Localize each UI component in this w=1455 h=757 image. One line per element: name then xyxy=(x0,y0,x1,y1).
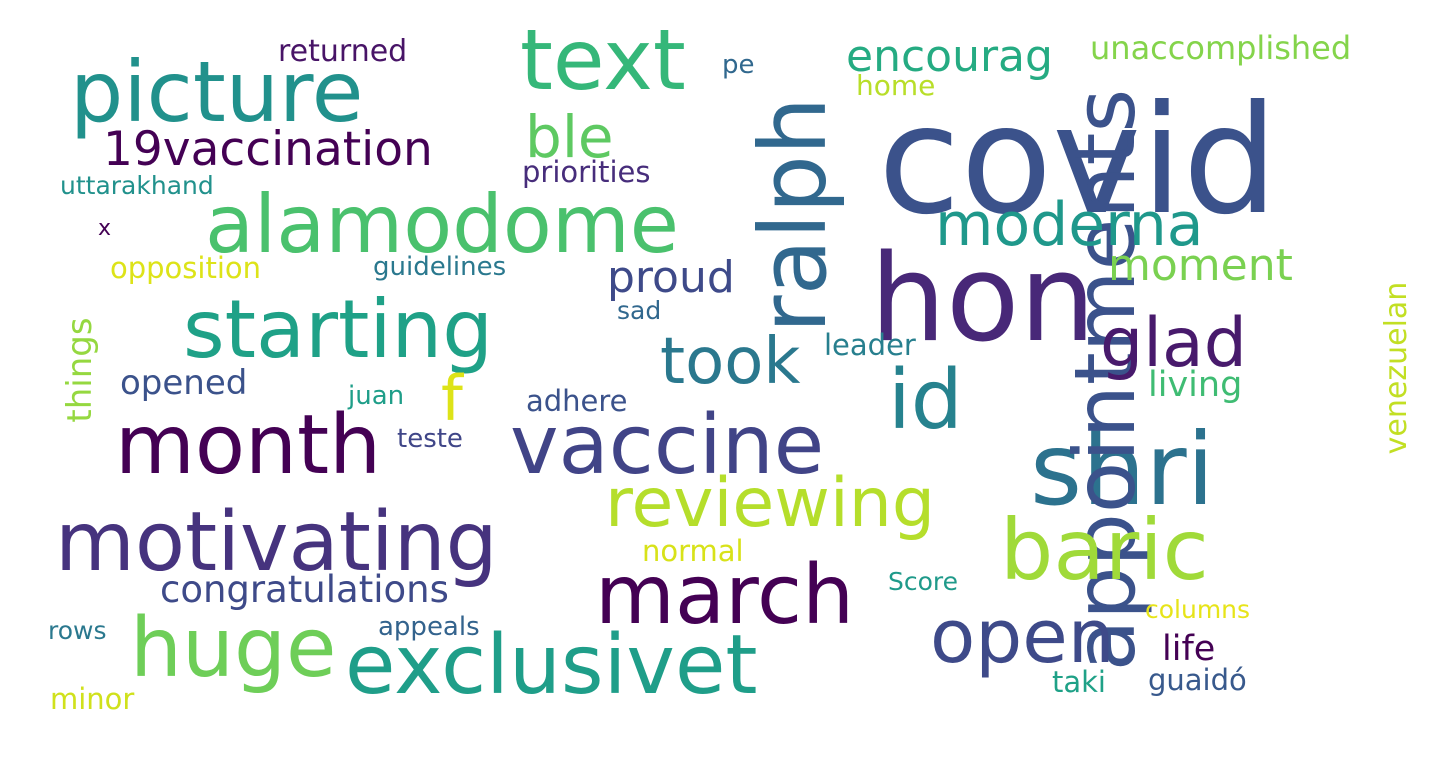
word-encourag: encourag xyxy=(846,31,1053,82)
word-venezuelan: venezuelan xyxy=(1379,281,1414,455)
word-guidelines: guidelines xyxy=(373,252,507,282)
word-picture: picture xyxy=(70,43,364,141)
word-unaccomplished: unaccomplished xyxy=(1090,29,1352,67)
word-guaido: guaidó xyxy=(1148,663,1247,697)
word-uttarakhand: uttarakhand xyxy=(60,171,214,200)
word-returned: returned xyxy=(278,34,408,69)
word-opposition: opposition xyxy=(110,251,262,285)
word-covid: covid xyxy=(878,74,1278,248)
word-huge: huge xyxy=(130,601,337,696)
word-id: id xyxy=(888,353,963,448)
word-congratulations: congratulations xyxy=(160,568,449,611)
word-motivating: motivating xyxy=(55,495,498,590)
word-glad: glad xyxy=(1100,304,1247,383)
word-month: month xyxy=(115,398,382,493)
word-moment: moment xyxy=(1108,240,1293,291)
word-rows: rows xyxy=(48,616,107,645)
word-home: home xyxy=(856,69,936,102)
word-life: life xyxy=(1162,629,1216,669)
word-shri: shri xyxy=(1030,411,1215,528)
word-things: things xyxy=(60,317,100,423)
word-pe: pe xyxy=(722,50,755,80)
word-score: Score xyxy=(888,567,959,596)
word-juan: juan xyxy=(348,381,405,411)
word-normal: normal xyxy=(642,534,744,568)
word-f: f xyxy=(441,362,463,435)
word-taki: taki xyxy=(1052,665,1106,699)
word-open: open xyxy=(930,594,1115,680)
word-hon: hon xyxy=(870,230,1096,369)
word-adhere: adhere xyxy=(526,384,628,418)
word-priorities: priorities xyxy=(522,155,651,189)
word-exclusivet: exclusivet xyxy=(345,618,758,713)
word-reviewing: reviewing xyxy=(605,464,936,543)
word-ble: ble xyxy=(525,103,614,171)
word-vaccine: vaccine xyxy=(510,398,825,493)
word-leader: leader xyxy=(824,328,916,362)
word-proud: proud xyxy=(607,252,735,303)
word-teste: teste xyxy=(397,424,463,454)
word-sad: sad xyxy=(617,296,662,325)
word-starting: starting xyxy=(183,283,494,376)
word-x: x xyxy=(98,216,112,241)
word-19vaccination: 19vaccination xyxy=(103,122,433,177)
word-appeals: appeals xyxy=(378,612,480,642)
word-living: living xyxy=(1148,365,1243,405)
word-alamodome: alamodome xyxy=(205,178,680,271)
word-opened: opened xyxy=(120,363,248,403)
word-march: march xyxy=(595,548,855,643)
word-took: took xyxy=(660,325,801,399)
word-ralph: ralph xyxy=(740,96,847,334)
word-text: text xyxy=(520,11,686,109)
word-baric: baric xyxy=(1000,501,1209,599)
word-moderna: moderna xyxy=(935,190,1204,260)
word-minor: minor xyxy=(50,682,135,716)
word-columns: columns xyxy=(1145,595,1251,624)
